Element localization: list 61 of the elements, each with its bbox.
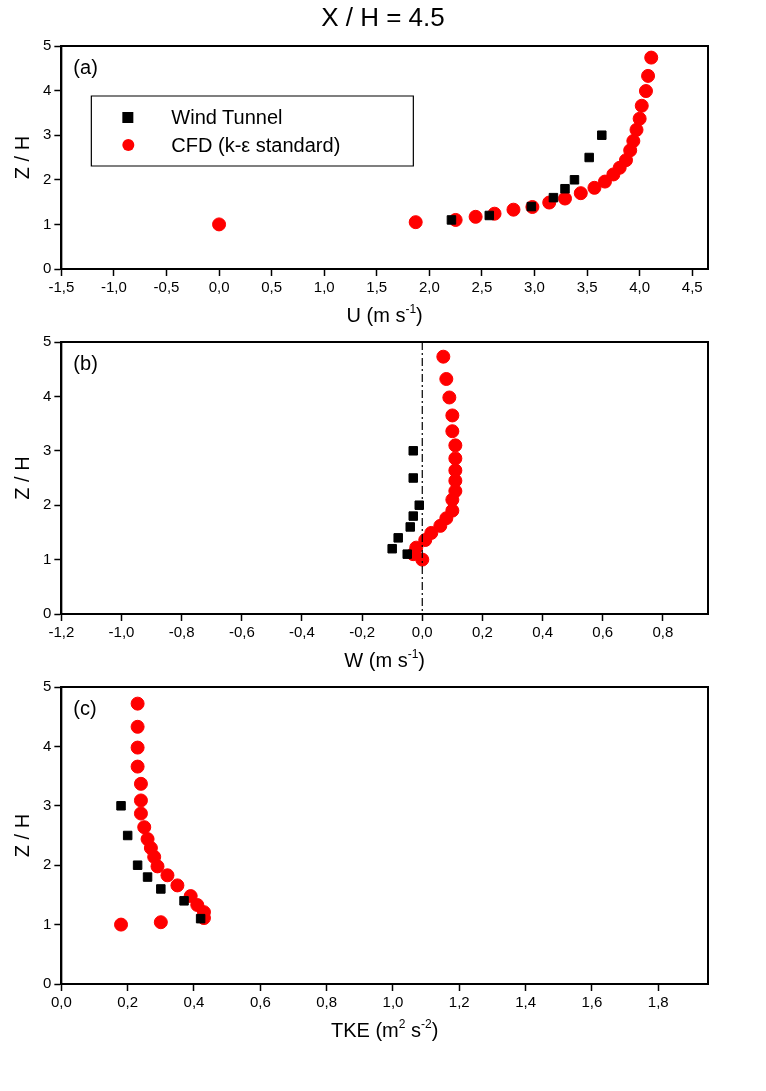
y-tick-label: 2 — [43, 855, 52, 873]
y-axis-title: Z / H — [11, 135, 33, 180]
x-tick-label: -0,2 — [349, 623, 376, 641]
y-tick-label: 0 — [43, 604, 52, 622]
x-tick-label: -0,5 — [153, 278, 180, 296]
x-tick-label: 0,6 — [249, 993, 271, 1011]
y-axis-title: Z / H — [11, 456, 33, 500]
x-tick-label: 0,2 — [117, 993, 139, 1011]
legend-label: Wind Tunnel — [171, 105, 283, 128]
y-tick-label: 1 — [43, 549, 52, 567]
y-tick-label: 1 — [43, 914, 52, 932]
y-tick-label: 3 — [43, 440, 52, 458]
x-tick-label: 4,0 — [629, 278, 651, 296]
annotation: (c) — [73, 696, 97, 719]
x-tick-label: 0,0 — [50, 993, 72, 1011]
x-tick-label: 1,5 — [366, 278, 388, 296]
x-tick-label: 1,6 — [581, 993, 603, 1011]
x-tick-label: 1,4 — [515, 993, 537, 1011]
x-tick-label: 3,0 — [524, 278, 545, 296]
x-tick-label: 0,0 — [208, 278, 230, 296]
x-tick-label: -0,8 — [168, 623, 195, 641]
annotation: (a) — [73, 55, 98, 78]
y-tick-label: 2 — [43, 495, 52, 513]
y-tick-label: 2 — [43, 169, 52, 187]
y-tick-label: 0 — [43, 259, 52, 277]
x-tick-label: -1,0 — [108, 623, 135, 641]
x-tick-label: -0,4 — [289, 623, 315, 641]
x-tick-label: 2,0 — [418, 278, 440, 296]
y-tick-label: 5 — [43, 36, 52, 54]
y-tick-label: 5 — [43, 677, 52, 695]
x-tick-label: 4,5 — [681, 278, 703, 296]
y-tick-label: 1 — [43, 214, 52, 232]
x-tick-label: -1,0 — [100, 278, 127, 296]
chart-title: X / H = 4.5 — [320, 1, 446, 34]
y-tick-label: 3 — [43, 795, 52, 813]
y-tick-label: 4 — [43, 80, 52, 98]
x-tick-label: 3,5 — [576, 278, 598, 296]
x-tick-label: 0,8 — [652, 623, 674, 641]
x-tick-label: 1,2 — [448, 993, 470, 1011]
x-tick-label: -0,6 — [228, 623, 255, 641]
x-tick-label: 0,0 — [411, 623, 433, 641]
annotation: (b) — [73, 351, 98, 374]
y-tick-label: 0 — [43, 974, 52, 992]
y-tick-label: 4 — [43, 736, 52, 754]
x-tick-label: 1,0 — [382, 993, 404, 1011]
y-tick-label: 3 — [43, 125, 52, 143]
legend-label: CFD (k-ε standard) — [171, 133, 341, 156]
x-tick-label: -1,5 — [48, 278, 75, 296]
x-tick-label: 0,8 — [316, 993, 338, 1011]
y-axis-title: Z / H — [11, 813, 33, 858]
x-tick-label: 2,5 — [471, 278, 493, 296]
x-tick-label: 0,2 — [471, 623, 493, 641]
x-tick-label: 1,0 — [313, 278, 335, 296]
x-tick-label: 0,4 — [532, 623, 554, 641]
x-tick-label: -1,2 — [48, 623, 75, 641]
x-tick-label: 0,5 — [261, 278, 283, 296]
x-tick-label: 0,4 — [183, 993, 205, 1011]
y-tick-label: 5 — [43, 332, 52, 350]
y-tick-label: 4 — [43, 386, 52, 404]
x-tick-label: 0,6 — [592, 623, 614, 641]
x-tick-label: 1,8 — [647, 993, 669, 1011]
